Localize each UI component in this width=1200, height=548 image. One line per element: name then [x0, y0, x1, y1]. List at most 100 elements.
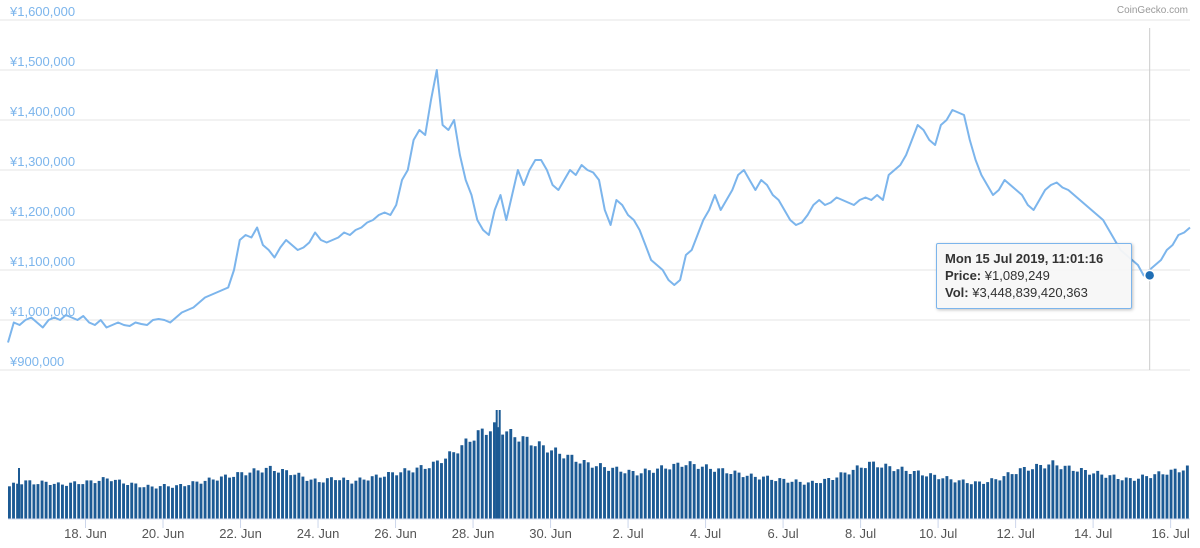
- volume-bar: [978, 481, 981, 519]
- volume-bar: [28, 480, 32, 519]
- volume-bar: [651, 472, 655, 519]
- volume-bar: [1128, 478, 1132, 519]
- volume-bar: [423, 468, 427, 519]
- volume-bar: [1075, 471, 1079, 519]
- volume-bar: [435, 460, 439, 519]
- volume-bar: [790, 481, 794, 519]
- volume-bar: [586, 462, 590, 519]
- volume-bar: [753, 476, 757, 519]
- volume-bar: [982, 483, 986, 519]
- volume-bar: [957, 480, 961, 519]
- volume-bar: [680, 466, 684, 519]
- volume-bar: [244, 475, 248, 519]
- volume-bar: [969, 484, 973, 519]
- volume-bar: [113, 479, 117, 519]
- tooltip-price-value: ¥1,089,249: [984, 268, 1050, 283]
- volume-bar: [627, 469, 631, 519]
- tooltip-price-label: Price:: [945, 268, 982, 283]
- volume-bar: [916, 470, 920, 519]
- volume-bar: [281, 469, 284, 519]
- volume-bar: [448, 451, 452, 519]
- volume-bar: [696, 468, 700, 519]
- volume-bar: [456, 453, 460, 519]
- volume-bar: [660, 465, 664, 519]
- volume-bar: [1185, 465, 1189, 519]
- volume-spike-bar: [495, 410, 498, 519]
- volume-bar: [770, 479, 774, 519]
- x-tick-label: 2. Jul: [613, 526, 644, 541]
- volume-bar: [725, 473, 729, 519]
- volume-bar: [419, 465, 423, 519]
- volume-bar: [533, 446, 537, 519]
- volume-bar: [859, 467, 863, 519]
- volume-bar: [1149, 478, 1153, 519]
- volume-bar: [415, 467, 419, 519]
- volume-bar: [411, 472, 415, 519]
- volume-bar: [900, 466, 904, 519]
- volume-bar: [36, 484, 40, 519]
- volume-bar: [733, 470, 737, 519]
- volume-bar: [325, 478, 329, 519]
- volume-bar: [179, 484, 183, 519]
- volume-bar: [823, 478, 827, 519]
- volume-bar: [815, 483, 818, 519]
- volume-bar: [851, 469, 855, 519]
- volume-bar: [183, 486, 187, 519]
- volume-bar: [656, 468, 659, 519]
- volume-bar: [138, 487, 142, 519]
- x-tick-label: 30. Jun: [529, 526, 572, 541]
- volume-bar: [872, 461, 875, 519]
- volume-bar: [203, 480, 207, 519]
- volume-bar: [1120, 480, 1124, 519]
- volume-bar: [1141, 474, 1144, 519]
- volume-bar: [541, 445, 545, 519]
- tooltip-price-row: Price: ¥1,089,249: [945, 267, 1123, 284]
- volume-bar: [884, 463, 888, 519]
- y-tick-label: ¥1,300,000: [9, 154, 75, 169]
- volume-bar: [146, 484, 150, 519]
- volume-bar: [778, 478, 782, 519]
- volume-bar: [509, 429, 513, 519]
- volume-bar: [105, 478, 109, 519]
- volume-bar: [676, 462, 680, 519]
- highlight-point[interactable]: [1143, 269, 1156, 282]
- volume-bar: [175, 485, 178, 519]
- volume-bar: [301, 476, 305, 519]
- x-tick-label: 10. Jul: [919, 526, 957, 541]
- volume-bar: [868, 461, 871, 519]
- volume-bar: [1173, 468, 1177, 519]
- volume-bar: [937, 479, 941, 519]
- volume-bar: [1035, 463, 1038, 519]
- volume-bar: [550, 450, 553, 519]
- volume-bar: [272, 471, 276, 519]
- volume-bar: [150, 486, 154, 519]
- volume-bar: [855, 465, 859, 519]
- volume-bar: [1006, 472, 1010, 519]
- volume-bar: [737, 472, 741, 519]
- volume-bar: [334, 480, 337, 519]
- credit-text[interactable]: CoinGecko.com: [1117, 5, 1188, 16]
- volume-bar: [920, 475, 924, 519]
- y-tick-label: ¥1,200,000: [9, 204, 75, 219]
- volume-bar: [1031, 469, 1034, 519]
- volume-bar: [1165, 474, 1169, 519]
- x-tick-label: 4. Jul: [690, 526, 721, 541]
- volume-bar: [847, 474, 851, 519]
- volume-bar: [297, 472, 301, 519]
- volume-bar: [48, 485, 52, 519]
- volume-bar: [370, 476, 374, 519]
- volume-bar: [819, 483, 822, 519]
- volume-bar: [493, 422, 496, 519]
- volume-bar: [285, 470, 289, 519]
- volume-bar: [941, 478, 945, 519]
- volume-bar: [570, 454, 574, 519]
- volume-bar: [745, 475, 749, 519]
- volume-bar: [590, 467, 594, 519]
- y-tick-label: ¥1,500,000: [9, 54, 75, 69]
- volume-bar: [684, 465, 688, 519]
- volume-bar: [578, 463, 582, 519]
- volume-bar: [757, 479, 761, 519]
- volume-bar: [574, 461, 578, 519]
- volume-bar: [827, 478, 831, 519]
